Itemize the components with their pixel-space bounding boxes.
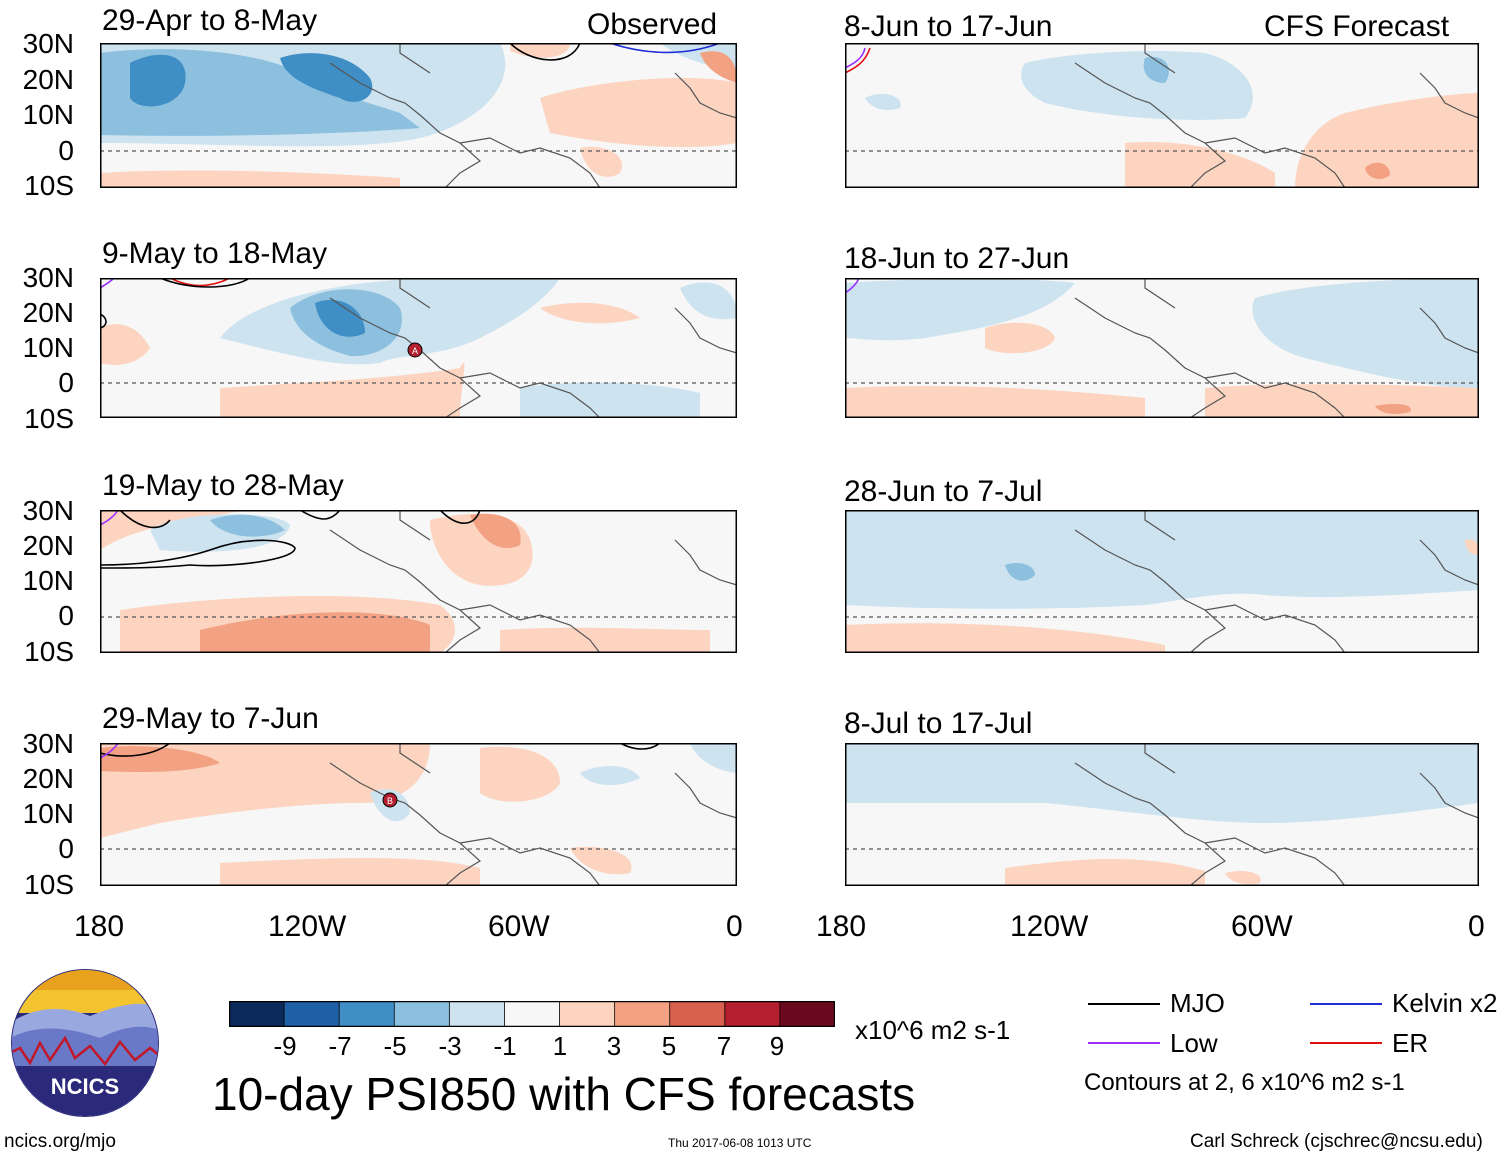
map-panel-fc-2 <box>845 278 1479 418</box>
colorbar-cell <box>448 1001 506 1027</box>
panel-title-obs-3: 19-May to 28-May <box>102 469 344 502</box>
storm-marker-label: B <box>387 796 393 806</box>
lat-label: 0 <box>58 367 74 398</box>
colorbar-cell <box>504 1001 561 1027</box>
colorbar-tick: -5 <box>383 1031 407 1061</box>
lat-label: 20N <box>22 297 74 328</box>
storm-marker-a: A <box>407 342 423 358</box>
panel-title-fc-2: 18-Jun to 27-Jun <box>844 242 1070 275</box>
legend-swatch-er <box>1310 1042 1382 1044</box>
legend-label-mjo: MJO <box>1170 988 1225 1018</box>
units-label: x10^6 m2 s-1 <box>855 1015 1011 1045</box>
logo-text: NCICS <box>51 1074 119 1099</box>
forecast-label: CFS Forecast <box>1264 10 1450 43</box>
main-title: 10-day PSI850 with CFS forecasts <box>212 1068 916 1120</box>
lat-label: 10N <box>22 565 74 596</box>
colorbar-cell <box>559 1001 616 1027</box>
colorbar-tick: -7 <box>328 1031 352 1061</box>
colorbar-tick: 5 <box>661 1031 677 1061</box>
legend-label-kelvin: Kelvin x2 <box>1392 988 1498 1018</box>
lon-label: 60W <box>1231 910 1293 943</box>
lat-label: 20N <box>22 64 74 95</box>
storm-marker-b: B <box>382 792 398 808</box>
colorbar-cell <box>283 1001 341 1027</box>
colorbar-tick: -3 <box>438 1031 462 1061</box>
legend-swatch-kelvin <box>1310 1003 1382 1005</box>
lat-label: 10S <box>24 170 74 201</box>
colorbar-tick: -1 <box>493 1031 517 1061</box>
observed-label: Observed <box>587 8 718 41</box>
timestamp: Thu 2017-06-08 1013 UTC <box>668 1136 812 1150</box>
panel-title-obs-2: 9-May to 18-May <box>102 237 328 270</box>
lat-label: 10S <box>24 636 74 667</box>
colorbar-cells <box>229 1001 835 1027</box>
ncics-logo: NCICS <box>11 969 159 1117</box>
colorbar-cell <box>724 1001 781 1027</box>
contours-note: Contours at 2, 6 x10^6 m2 s-1 <box>1084 1069 1405 1096</box>
legend-label-low: Low <box>1170 1028 1218 1058</box>
colorbar-cell <box>229 1001 285 1027</box>
map-panel-fc-4 <box>845 743 1479 886</box>
panel-title-fc-1: 8-Jun to 17-Jun <box>844 10 1053 43</box>
lat-label: 10N <box>22 99 74 130</box>
map-panel-fc-1 <box>845 43 1479 188</box>
lon-label: 180 <box>74 910 125 943</box>
colorbar-cell <box>393 1001 451 1027</box>
lat-label: 30N <box>22 495 74 526</box>
lat-label: 10N <box>22 798 74 829</box>
colorbar-tick: 3 <box>606 1031 622 1061</box>
colorbar-tick: -9 <box>273 1031 297 1061</box>
panel-title-obs-1: 29-Apr to 8-May <box>102 4 318 37</box>
lat-label: 0 <box>58 135 74 166</box>
lon-label: 60W <box>488 910 550 943</box>
credit: Carl Schreck (cjschrec@ncsu.edu) <box>1190 1131 1483 1152</box>
lat-label: 20N <box>22 763 74 794</box>
colorbar-cell <box>669 1001 726 1027</box>
lon-label: 0 <box>1468 910 1485 943</box>
colorbar-cell <box>779 1001 835 1027</box>
map-panel-obs-1 <box>100 43 737 188</box>
site-link[interactable]: ncics.org/mjo <box>4 1131 116 1152</box>
legend-swatch-low <box>1088 1042 1160 1044</box>
lat-label: 10S <box>24 403 74 434</box>
legend-swatch-mjo <box>1088 1003 1160 1005</box>
legend-label-er: ER <box>1392 1028 1429 1058</box>
map-panel-obs-4: B <box>100 743 737 886</box>
panel-title-fc-3: 28-Jun to 7-Jul <box>844 475 1043 508</box>
storm-marker-label: A <box>412 346 418 356</box>
lon-label: 120W <box>1010 910 1089 943</box>
lon-label: 120W <box>268 910 347 943</box>
colorbar-cell <box>338 1001 396 1027</box>
lat-label: 30N <box>22 262 74 293</box>
colorbar-tick: 7 <box>716 1031 732 1061</box>
lat-label: 10S <box>24 869 74 900</box>
lat-label: 20N <box>22 530 74 561</box>
colorbar-cell <box>614 1001 671 1027</box>
lon-label: 180 <box>816 910 867 943</box>
lat-label: 30N <box>22 28 74 59</box>
colorbar-tick: 9 <box>769 1031 785 1061</box>
map-panel-fc-3 <box>845 510 1479 653</box>
panel-title-fc-4: 8-Jul to 17-Jul <box>844 707 1033 740</box>
lat-label: 10N <box>22 332 74 363</box>
map-panel-obs-3 <box>100 510 737 653</box>
colorbar <box>229 1001 835 1027</box>
lat-label: 0 <box>58 833 74 864</box>
map-panel-obs-2: A <box>100 278 737 418</box>
lon-label: 0 <box>726 910 743 943</box>
colorbar-tick: 1 <box>552 1031 568 1061</box>
lat-label: 30N <box>22 728 74 759</box>
lat-label: 0 <box>58 600 74 631</box>
panel-title-obs-4: 29-May to 7-Jun <box>102 702 319 735</box>
